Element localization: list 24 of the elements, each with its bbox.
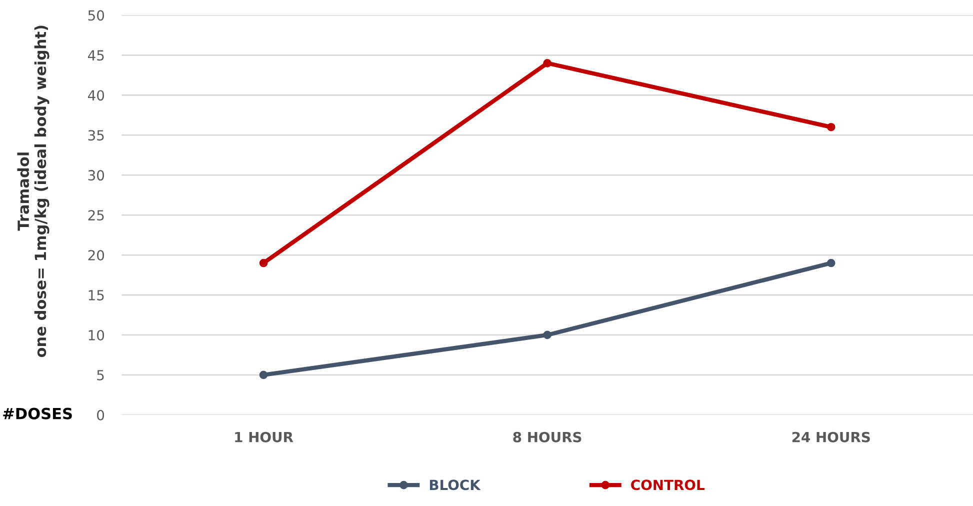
x-tick-label: 1 HOUR	[235, 432, 294, 442]
y-tick-label: 10	[88, 330, 104, 340]
y-tick-label: 20	[88, 250, 104, 260]
point	[259, 258, 268, 268]
text: #DOSES	[3, 408, 72, 420]
point	[259, 370, 268, 380]
y-tick-label: 15	[88, 290, 104, 300]
point	[826, 258, 836, 268]
y-tick-label: 0	[97, 410, 104, 420]
y-tick-label: 25	[88, 210, 104, 221]
point	[543, 58, 552, 68]
y-tick-label: 30	[88, 170, 104, 181]
point	[826, 122, 836, 132]
y-tick-label: 35	[88, 130, 104, 141]
y-axis-title: Tramadol one dose= 1mg/kg (ideal body weight)	[17, 26, 50, 358]
y-tick-label: 50	[88, 10, 104, 21]
y-tick-label: 45	[88, 50, 104, 61]
y-tick-label: 5	[97, 370, 104, 380]
x-tick-label: 8 HOURS	[513, 432, 582, 442]
legend-label: BLOCK	[430, 480, 481, 490]
point	[543, 330, 552, 340]
legend-label: CONTROL	[631, 480, 704, 490]
x-tick-label: 24 HOURS	[792, 432, 870, 442]
y-tick-label: 40	[88, 90, 104, 101]
